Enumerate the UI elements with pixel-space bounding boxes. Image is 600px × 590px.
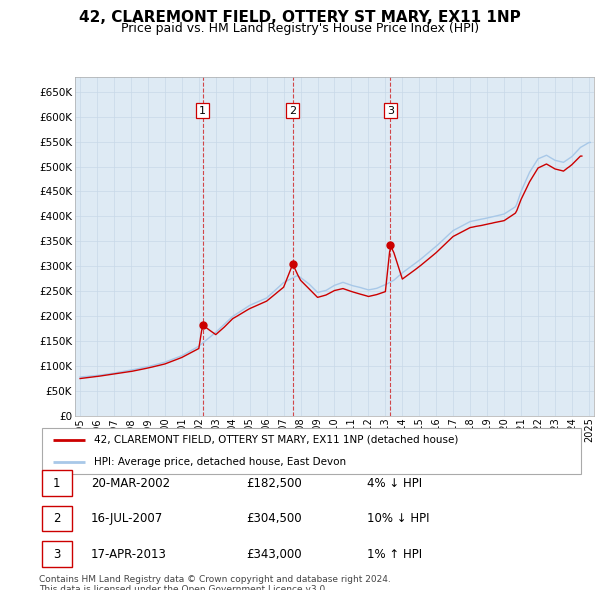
FancyBboxPatch shape <box>42 541 72 567</box>
Text: 3: 3 <box>387 106 394 116</box>
FancyBboxPatch shape <box>42 470 72 496</box>
FancyBboxPatch shape <box>42 428 581 474</box>
Text: £343,000: £343,000 <box>247 548 302 560</box>
Text: 16-JUL-2007: 16-JUL-2007 <box>91 512 163 525</box>
Text: £182,500: £182,500 <box>247 477 302 490</box>
FancyBboxPatch shape <box>42 506 72 532</box>
Text: 1: 1 <box>53 477 61 490</box>
Text: Contains HM Land Registry data © Crown copyright and database right 2024.
This d: Contains HM Land Registry data © Crown c… <box>39 575 391 590</box>
Text: 17-APR-2013: 17-APR-2013 <box>91 548 167 560</box>
Text: 1% ↑ HPI: 1% ↑ HPI <box>367 548 422 560</box>
Text: 10% ↓ HPI: 10% ↓ HPI <box>367 512 429 525</box>
Text: 4% ↓ HPI: 4% ↓ HPI <box>367 477 422 490</box>
Text: 3: 3 <box>53 548 61 560</box>
Text: Price paid vs. HM Land Registry's House Price Index (HPI): Price paid vs. HM Land Registry's House … <box>121 22 479 35</box>
Text: HPI: Average price, detached house, East Devon: HPI: Average price, detached house, East… <box>94 457 346 467</box>
Text: 1: 1 <box>199 106 206 116</box>
Text: 42, CLAREMONT FIELD, OTTERY ST MARY, EX11 1NP (detached house): 42, CLAREMONT FIELD, OTTERY ST MARY, EX1… <box>94 435 458 445</box>
Text: 42, CLAREMONT FIELD, OTTERY ST MARY, EX11 1NP: 42, CLAREMONT FIELD, OTTERY ST MARY, EX1… <box>79 10 521 25</box>
Text: 20-MAR-2002: 20-MAR-2002 <box>91 477 170 490</box>
Text: £304,500: £304,500 <box>247 512 302 525</box>
Text: 2: 2 <box>289 106 296 116</box>
Text: 2: 2 <box>53 512 61 525</box>
